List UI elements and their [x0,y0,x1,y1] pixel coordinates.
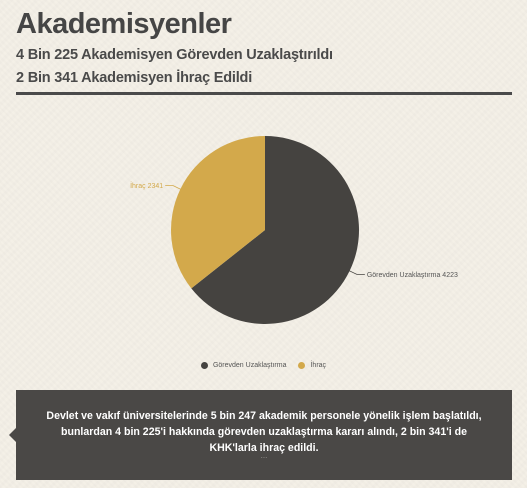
leader-line-dismissed [347,269,365,275]
subtitle-dismissed: 4 Bin 225 Akademisyen Görevden Uzaklaştı… [16,47,333,63]
title-divider [16,92,512,95]
page-title: Akademisyenler [16,8,232,40]
legend-label-expelled: İhraç [310,362,327,369]
pie-slice-dismissed[interactable] [191,136,360,324]
slice-label-expelled: İhraç 2341 [130,181,163,190]
legend-label-dismissed: Görevden Uzaklaştırma [212,362,287,369]
leader-line-expelled [165,185,183,191]
note-pointer [9,428,16,442]
legend-item-dismissed[interactable]: Görevden Uzaklaştırma [200,362,287,369]
pie-chart: Görevden Uzaklaştırma 4223 İhraç 2341 [130,136,458,324]
pie-slice-expelled[interactable] [171,136,265,289]
summary-note-box: Devlet ve vakıf üniversitelerinde 5 bin … [9,390,512,480]
legend-dot-expelled [298,362,306,369]
slice-label-dismissed: Görevden Uzaklaştırma 4223 [367,272,458,279]
summary-note-text: Devlet ve vakıf üniversitelerinde 5 bin … [46,410,482,454]
legend-dot-dismissed [200,362,208,369]
chart-legend: Görevden Uzaklaştırma İhraç [0,362,527,369]
more-indicator[interactable]: ... [260,451,268,460]
subtitle-expelled: 2 Bin 341 Akademisyen İhraç Edildi [16,70,253,86]
legend-item-expelled[interactable]: İhraç [298,362,326,369]
